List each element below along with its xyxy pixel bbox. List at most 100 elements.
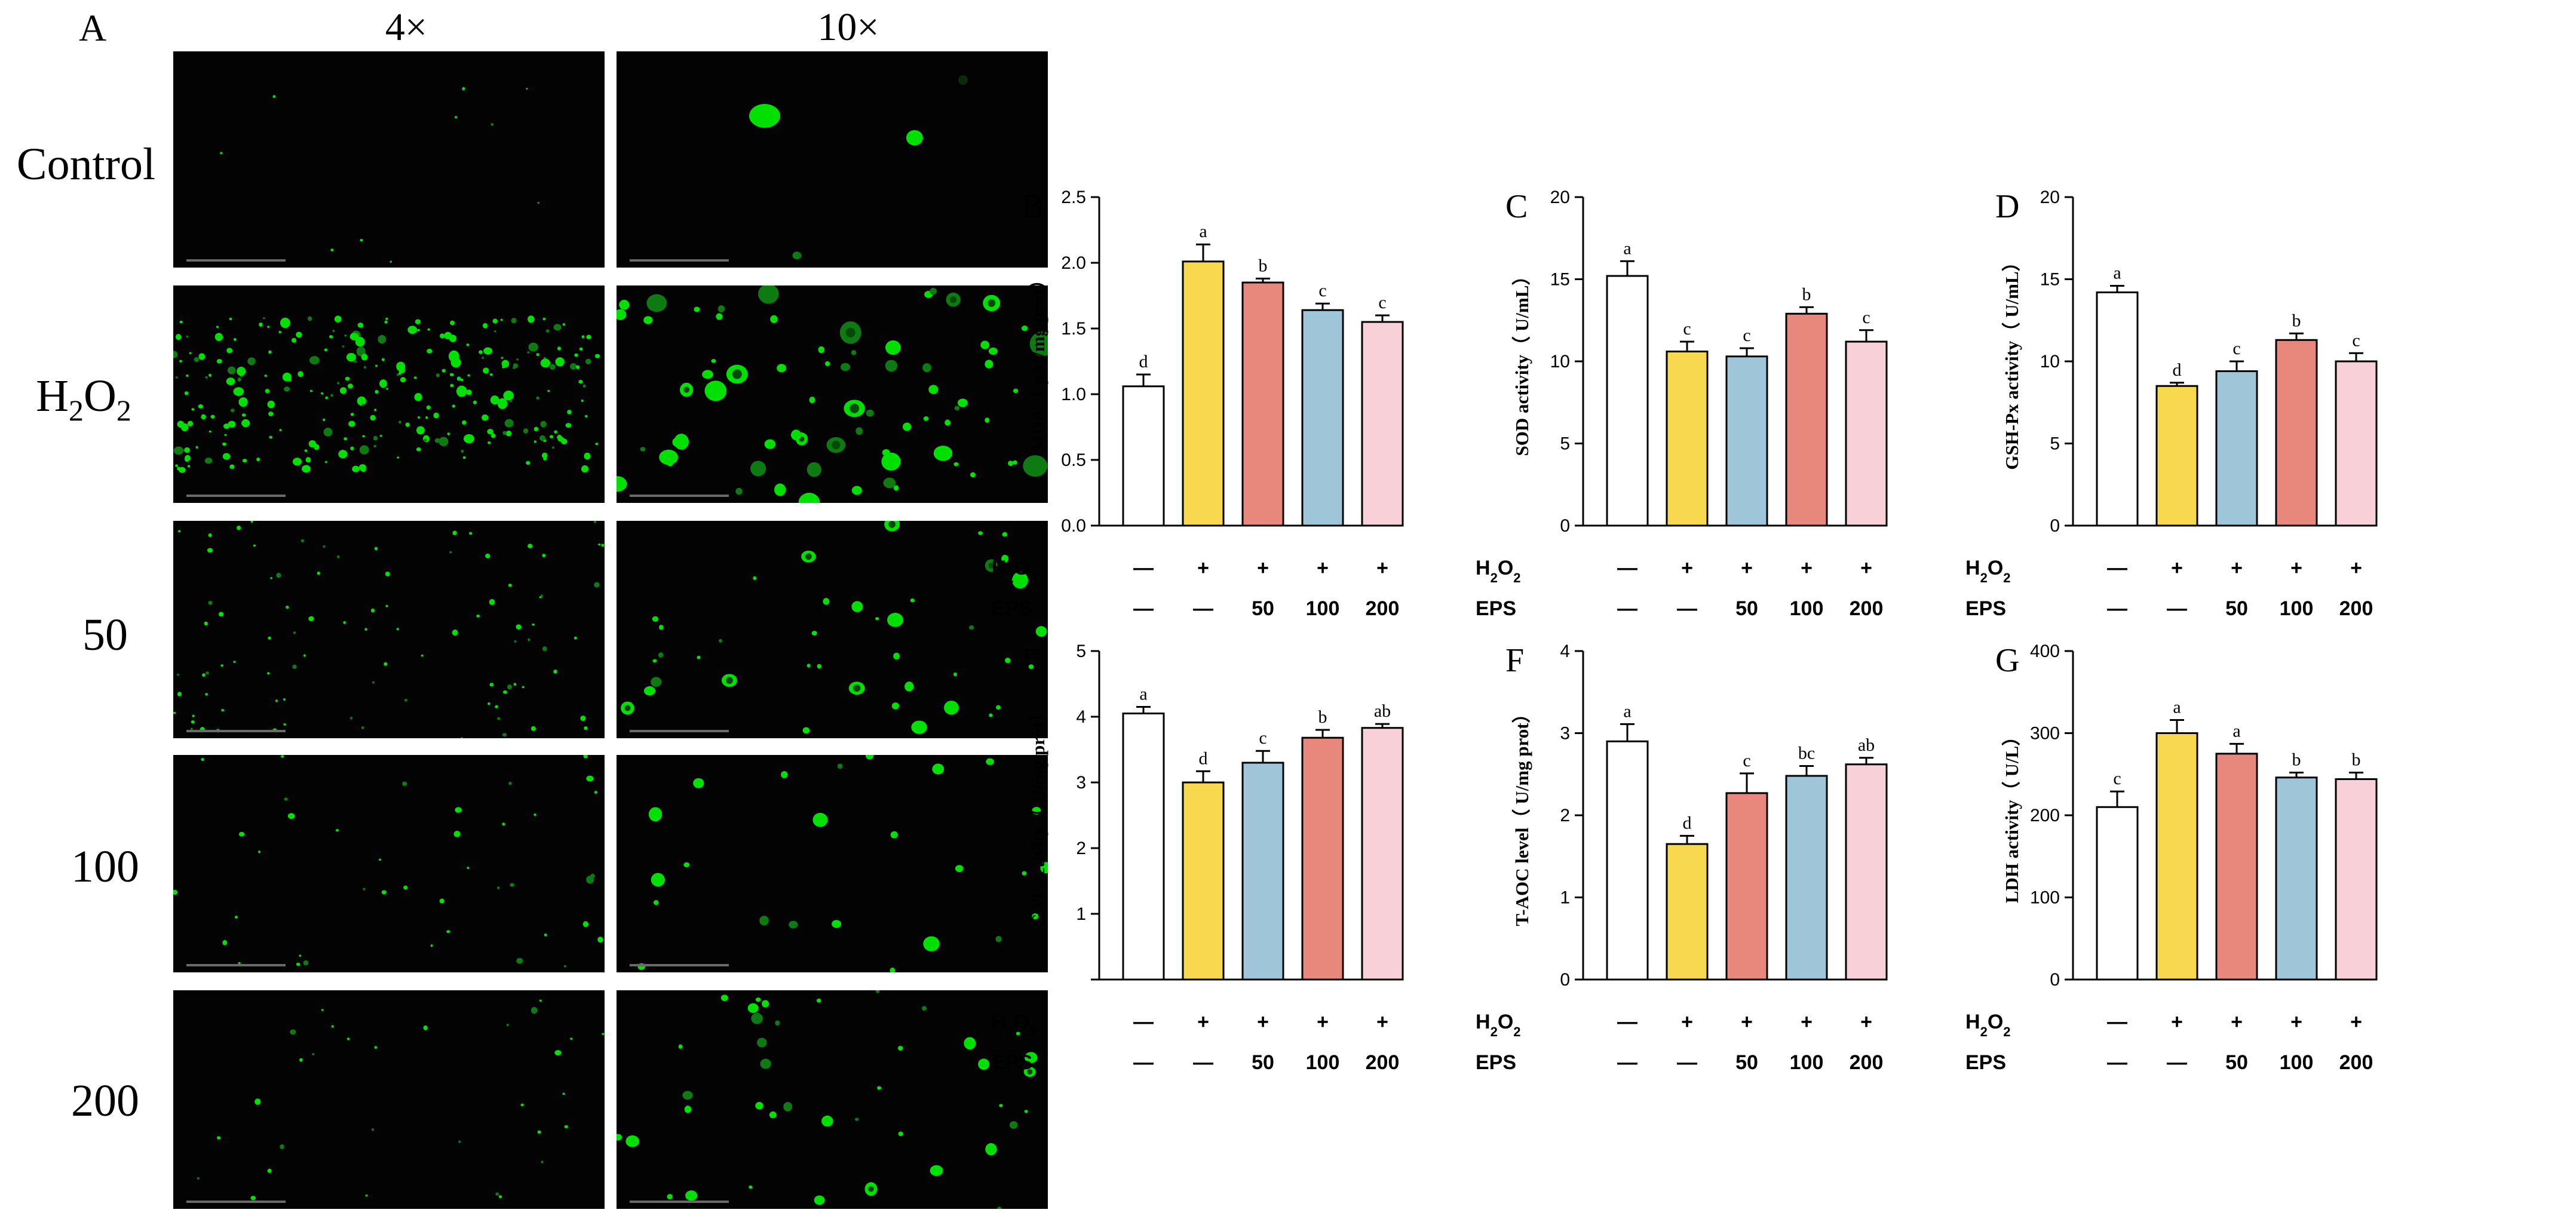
significance-label: a — [1623, 701, 1631, 721]
chart-c: C SOD activity（ U/mL） 0 5 10 15 20 a c c b c H2O2 EPS… — [1476, 188, 1888, 620]
fluorescent-cell — [385, 604, 388, 607]
bar — [2335, 360, 2378, 527]
fluorescent-cell — [840, 363, 851, 372]
panel-letter: D — [1995, 188, 2019, 225]
fluorescent-cell — [458, 1140, 461, 1143]
fluorescent-cell — [582, 921, 588, 928]
fluorescent-cell — [541, 1161, 544, 1163]
fluorescent-cell — [758, 285, 779, 304]
fluorescent-cell — [175, 376, 178, 379]
fluorescent-cell — [533, 426, 539, 432]
fluorescent-cell — [757, 1037, 767, 1048]
fluorescent-cell — [282, 372, 292, 382]
fluorescent-cell — [385, 571, 390, 577]
condition-value-eps: 200 — [1366, 1051, 1400, 1074]
fluorescent-cell — [528, 342, 538, 352]
fluorescent-cell-core — [868, 1186, 874, 1192]
fluorescent-cell — [221, 708, 225, 712]
significance-label: b — [2292, 750, 2301, 770]
fluorescent-cell — [774, 483, 786, 496]
fluorescent-cell — [683, 862, 690, 868]
fluorescent-cell — [750, 460, 766, 477]
fluorescent-cell — [590, 873, 595, 879]
fluorescent-cell — [978, 1058, 990, 1070]
fluorescent-cell — [262, 317, 265, 320]
fluorescent-cell — [462, 87, 465, 91]
fluorescent-cell — [954, 406, 960, 411]
fluorescent-cell — [214, 333, 223, 341]
fluorescent-cell — [407, 326, 418, 334]
fluorescent-cell — [487, 428, 493, 435]
fluorescent-cell — [717, 305, 725, 312]
scale-bar — [186, 259, 286, 262]
fluorescent-cell — [552, 446, 555, 449]
fluorescent-cell — [516, 624, 522, 630]
fluorescent-cell — [537, 1130, 541, 1134]
condition-value-h2o2: + — [1197, 1011, 1209, 1033]
fluorescent-cell — [555, 357, 565, 367]
condition-value-h2o2: + — [1860, 1011, 1872, 1033]
fluorescent-cell — [986, 758, 994, 765]
fluorescent-cell — [324, 460, 327, 463]
condition-label-eps: EPS — [1476, 1051, 1516, 1074]
fluorescent-cell — [958, 75, 968, 85]
fluorescent-cell — [582, 384, 586, 388]
fluorescent-cell — [268, 636, 271, 640]
fluorescent-cell — [711, 359, 716, 363]
row-label-100: 100 — [71, 842, 139, 892]
micrograph-row1-col2 — [617, 51, 1048, 268]
fluorescent-cell — [276, 572, 281, 578]
fluorescent-cell — [495, 705, 498, 708]
fluorescent-cell — [885, 360, 898, 372]
fluorescent-cell — [179, 360, 182, 363]
fluorescent-cell — [806, 664, 811, 668]
fluorescent-cell — [462, 456, 466, 459]
fluorescent-cell — [528, 315, 535, 323]
fluorescent-cell — [824, 361, 830, 367]
y-tick-label: 3 — [1560, 724, 1570, 744]
fluorescent-cell — [540, 420, 547, 428]
fluorescent-cell — [964, 1037, 976, 1050]
fluorescent-cell — [461, 736, 464, 738]
micrograph-row4-col2 — [617, 755, 1048, 972]
fluorescent-cell — [882, 449, 890, 456]
fluorescent-cell — [266, 672, 270, 675]
condition-value-h2o2: + — [2231, 557, 2243, 579]
fluorescent-cell — [226, 348, 233, 354]
fluorescent-cell — [528, 638, 530, 641]
fluorescent-cell — [433, 412, 439, 419]
fluorescent-cell — [594, 791, 598, 794]
fluorescent-cell — [508, 584, 512, 587]
fluorescent-cell-core — [683, 386, 690, 393]
fluorescent-cell-core — [726, 677, 733, 684]
fluorescent-cell — [375, 389, 379, 394]
fluorescent-cell — [540, 358, 551, 368]
fluorescent-cell — [256, 458, 260, 462]
fluorescent-cell — [1040, 862, 1048, 874]
fluorescent-cell — [764, 439, 776, 449]
fluorescent-cell — [885, 340, 901, 355]
bar — [1182, 260, 1225, 527]
condition-value-h2o2: + — [1681, 557, 1693, 579]
fluorescent-cell — [264, 374, 267, 377]
fluorescent-cell — [268, 350, 272, 354]
fluorescent-cell — [544, 933, 547, 937]
fluorescent-cell — [467, 867, 470, 869]
fluorescent-cell — [177, 420, 185, 428]
fluorescent-cell — [749, 104, 780, 128]
fluorescent-cell — [562, 323, 566, 326]
fluorescent-cell — [537, 202, 539, 204]
fluorescent-cell — [466, 389, 472, 395]
fluorescent-cell — [685, 1190, 698, 1201]
fluorescent-cell — [370, 415, 376, 421]
fluorescent-cell — [619, 299, 630, 310]
y-tick-label: 1.0 — [1061, 385, 1086, 404]
fluorescent-cell — [324, 348, 328, 352]
fluorescent-cell — [565, 423, 572, 428]
fluorescent-cell — [923, 416, 929, 421]
bar — [1301, 309, 1344, 527]
fluorescent-cell — [201, 414, 206, 420]
fluorescent-cell — [1021, 326, 1028, 331]
fluorescent-cell — [1032, 806, 1041, 815]
fluorescent-cell — [536, 396, 540, 400]
